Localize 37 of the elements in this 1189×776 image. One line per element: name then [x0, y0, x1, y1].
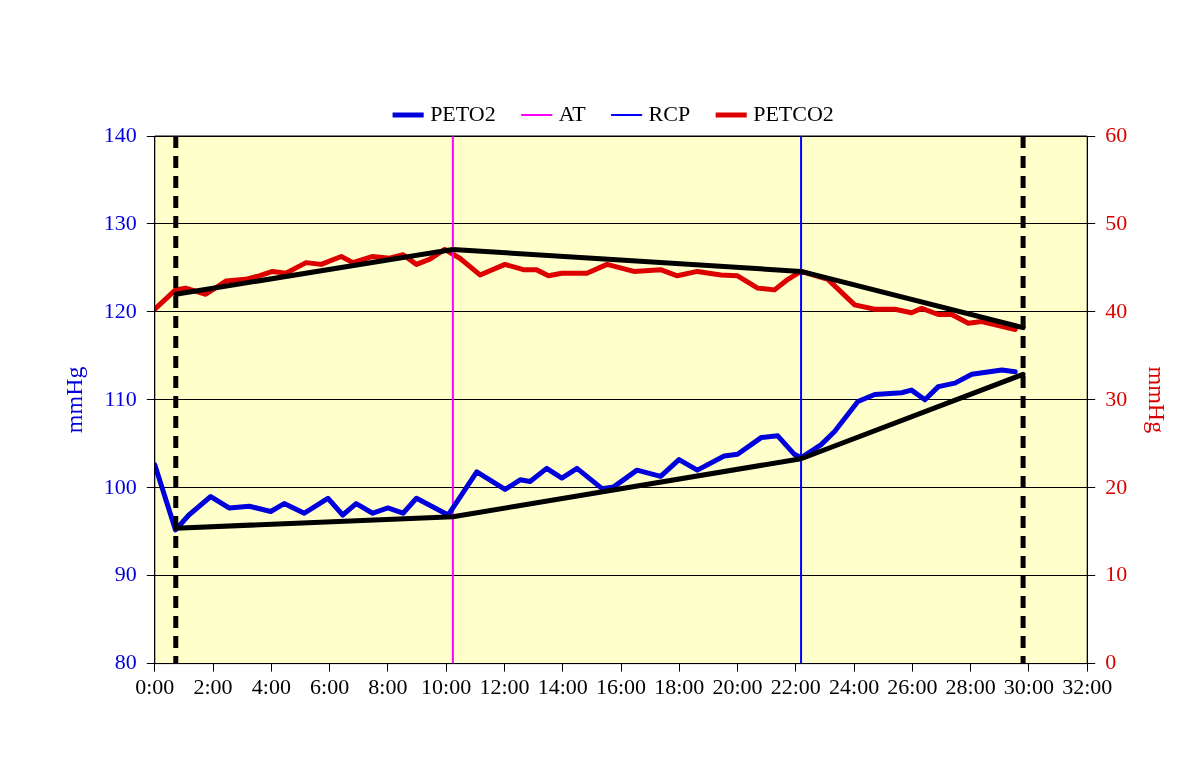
legend-label: RCP	[648, 100, 691, 126]
x-tick-label: 4:00	[251, 673, 291, 699]
y2-tick-label: 40	[1105, 297, 1128, 323]
legend-label: PETO2	[430, 100, 496, 126]
legend-label: AT	[558, 100, 587, 126]
y2-tick-label: 60	[1105, 121, 1128, 147]
x-tick-label: 0:00	[135, 673, 175, 699]
x-tick-label: 6:00	[310, 673, 350, 699]
x-tick-label: 32:00	[1062, 673, 1113, 699]
legend-label: PETCO2	[753, 100, 834, 126]
y2-axis-title: mmHg	[1144, 366, 1171, 434]
x-tick-label: 12:00	[479, 673, 530, 699]
x-tick-label: 14:00	[537, 673, 588, 699]
x-tick-label: 18:00	[654, 673, 705, 699]
y-tick-label: 140	[103, 121, 137, 147]
x-tick-label: 16:00	[595, 673, 647, 699]
y2-tick-label: 20	[1105, 473, 1128, 499]
y-tick-label: 80	[114, 649, 137, 675]
x-tick-label: 22:00	[770, 673, 821, 699]
y-tick-label: 110	[104, 385, 137, 411]
y-axis-title: mmHg	[60, 366, 87, 434]
x-tick-label: 30:00	[1003, 673, 1054, 699]
x-tick-label: 2:00	[193, 673, 233, 699]
x-tick-label: 20:00	[712, 673, 763, 699]
y2-tick-label: 0	[1105, 649, 1117, 675]
y2-tick-label: 10	[1105, 561, 1128, 587]
y-tick-label: 100	[103, 473, 137, 499]
x-tick-label: 26:00	[887, 673, 938, 699]
x-tick-label: 10:00	[421, 673, 472, 699]
y2-tick-label: 50	[1105, 209, 1128, 235]
y2-tick-label: 30	[1105, 385, 1128, 411]
x-tick-label: 8:00	[368, 673, 408, 699]
y-tick-label: 120	[103, 297, 137, 323]
y-tick-label: 130	[103, 209, 137, 235]
x-tick-label: 24:00	[829, 673, 880, 699]
x-tick-label: 28:00	[945, 673, 996, 699]
y-tick-label: 90	[114, 561, 137, 587]
